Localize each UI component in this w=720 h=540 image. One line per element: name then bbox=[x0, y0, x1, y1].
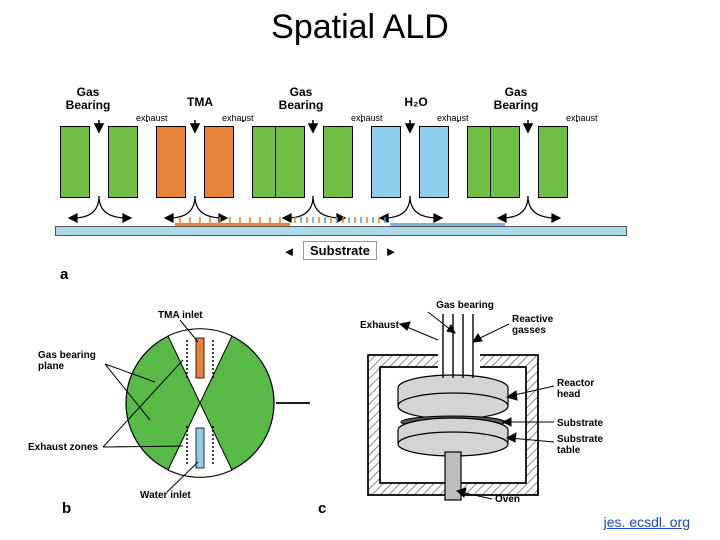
injector-block bbox=[204, 126, 234, 198]
injector-block bbox=[60, 126, 90, 198]
panel-b: TMA inlet Gas bearingplane Exhaust zones… bbox=[50, 310, 300, 510]
ticks-mixed bbox=[292, 217, 392, 225]
injector-block bbox=[538, 126, 568, 198]
label-gas-bearing-3: GasBearing bbox=[486, 86, 546, 112]
panel-c: Gas bearing Exhaust Reactivegasses React… bbox=[320, 300, 640, 510]
page-title: Spatial ALD bbox=[0, 8, 720, 47]
injector-block bbox=[156, 126, 186, 198]
injector-block bbox=[490, 126, 520, 198]
substrate-label: ◄ Substrate ► bbox=[60, 243, 620, 259]
panel-c-label: c bbox=[318, 500, 326, 517]
label-gas-bearing-2: GasBearing bbox=[271, 86, 331, 112]
injector-block bbox=[323, 126, 353, 198]
panel-b-drawing bbox=[50, 310, 310, 510]
panel-a: GasBearing TMA GasBearing H₂O GasBearing… bbox=[60, 80, 620, 270]
injector-block bbox=[275, 126, 305, 198]
label-h2o: H₂O bbox=[396, 96, 436, 109]
label-gas-bearing-1: GasBearing bbox=[58, 86, 118, 112]
exhaust-label-3: exhaust bbox=[351, 113, 383, 123]
exhaust-label-5: exhaust bbox=[566, 113, 598, 123]
exhaust-label-4: exhaust bbox=[437, 113, 469, 123]
injector-block bbox=[419, 126, 449, 198]
panel-b-label: b bbox=[62, 500, 71, 517]
injector-blocks bbox=[60, 126, 620, 196]
substrate-bar bbox=[55, 226, 627, 236]
injector-block bbox=[371, 126, 401, 198]
panel-a-label: a bbox=[60, 266, 68, 283]
ticks-tma bbox=[175, 217, 290, 225]
exhaust-label-2: exhaust bbox=[222, 113, 254, 123]
label-tma: TMA bbox=[180, 96, 220, 109]
panel-c-drawing bbox=[320, 300, 640, 510]
exhaust-label-1: exhaust bbox=[136, 113, 168, 123]
injector-block bbox=[108, 126, 138, 198]
source-link[interactable]: jes. ecsdl. org bbox=[604, 514, 690, 530]
